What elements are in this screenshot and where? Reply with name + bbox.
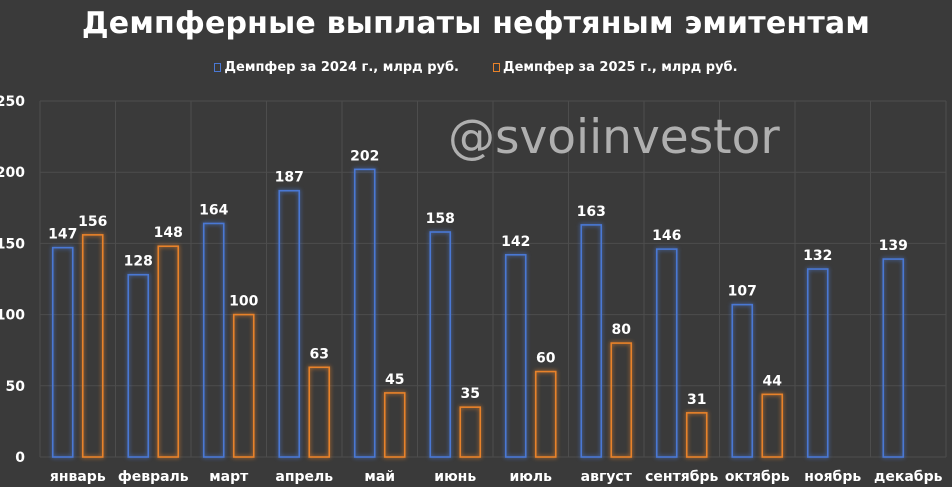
bar-2024: [882, 258, 905, 458]
x-tick-label: ноябрь: [804, 469, 861, 485]
data-label: 163: [577, 204, 606, 220]
data-label: 202: [350, 148, 379, 164]
data-label: 80: [612, 322, 632, 338]
x-tick-label: март: [209, 469, 249, 485]
x-tick-label: декабрь: [874, 469, 943, 485]
data-label: 156: [78, 214, 107, 230]
legend-label-2024: Демпфер за 2024 г., млрд руб.: [224, 60, 459, 75]
data-label: 60: [536, 351, 556, 367]
y-tick-label: 50: [6, 379, 26, 395]
data-label: 63: [310, 346, 329, 362]
bar-2024: [580, 224, 603, 458]
x-tick-label: июль: [509, 469, 552, 485]
bar-2025: [459, 406, 482, 458]
bar-2025: [232, 313, 255, 458]
data-label: 100: [229, 294, 258, 310]
data-label: 139: [879, 238, 908, 254]
y-tick-label: 200: [0, 165, 25, 181]
legend-swatch-2025: [493, 63, 500, 72]
data-label: 128: [124, 254, 153, 270]
data-label: 146: [652, 228, 681, 244]
data-label: 31: [687, 392, 706, 408]
data-label: 148: [154, 225, 183, 241]
legend-item-2025: Демпфер за 2025 г., млрд руб.: [493, 60, 738, 75]
bar-2025: [157, 245, 180, 458]
bar-2025: [685, 412, 708, 458]
data-label: 187: [275, 170, 304, 186]
chart-title: Демпферные выплаты нефтяным эмитентам: [81, 6, 871, 41]
x-tick-label: июнь: [434, 469, 476, 485]
data-label: 132: [803, 248, 832, 264]
watermark: @svoiinvestor: [448, 110, 780, 165]
data-label: 107: [728, 284, 757, 300]
legend-swatch-2024: [214, 63, 222, 72]
bar-2025: [761, 393, 784, 458]
data-label: 158: [426, 211, 455, 227]
x-tick-label: май: [364, 469, 395, 485]
data-label: 142: [501, 234, 530, 250]
bar-2025: [610, 342, 633, 458]
bar-2024: [429, 231, 452, 458]
y-tick-label: 0: [15, 450, 25, 466]
x-tick-label: январь: [50, 469, 106, 485]
data-label: 45: [385, 372, 404, 388]
bar-2024: [806, 268, 829, 458]
y-tick-label: 150: [0, 236, 25, 252]
bar-2024: [202, 222, 225, 458]
bar-2025: [383, 392, 406, 458]
bar-2024: [655, 248, 678, 458]
data-label: 44: [763, 373, 783, 389]
bar-2024: [353, 168, 376, 458]
bar-2025: [81, 234, 104, 458]
bar-2024: [278, 189, 301, 458]
bar-2025: [534, 370, 557, 458]
x-tick-label: август: [581, 469, 633, 485]
bar-2024: [504, 253, 527, 458]
data-label: 35: [461, 386, 480, 402]
bar-2024: [731, 303, 754, 458]
data-label: 164: [199, 202, 228, 218]
bar-2024: [127, 273, 150, 458]
y-tick-label: 100: [0, 308, 25, 324]
bar-2025: [308, 366, 331, 458]
x-tick-label: сентябрь: [645, 469, 718, 485]
legend-item-2024: Демпфер за 2024 г., млрд руб.: [214, 60, 459, 75]
legend: Демпфер за 2024 г., млрд руб. Демпфер за…: [0, 60, 952, 75]
x-tick-label: февраль: [118, 469, 189, 485]
data-label: 147: [48, 227, 77, 243]
x-tick-label: октябрь: [725, 469, 790, 485]
y-tick-label: 250: [0, 94, 25, 110]
legend-label-2025: Демпфер за 2025 г., млрд руб.: [503, 60, 738, 75]
x-tick-label: апрель: [275, 469, 333, 485]
bar-2024: [51, 246, 74, 458]
